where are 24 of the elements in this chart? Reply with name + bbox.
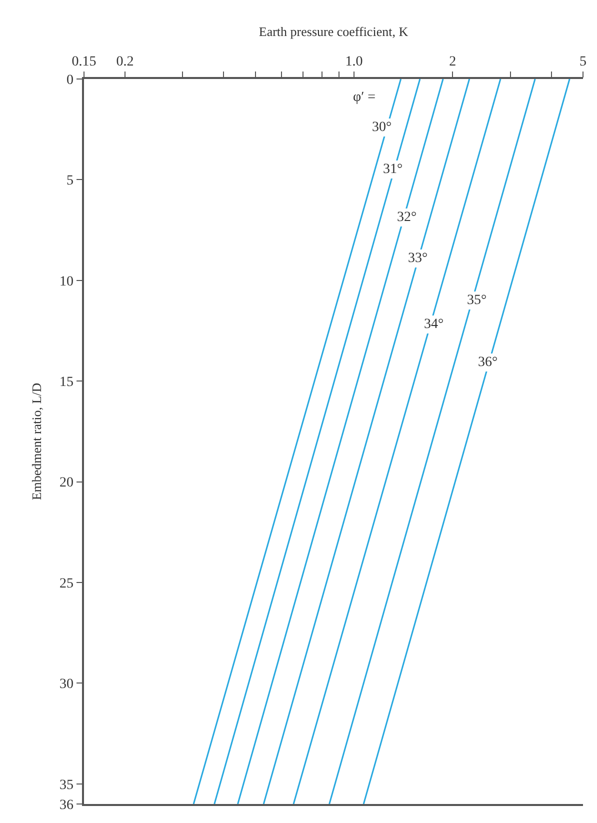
y-tick-label: 0	[66, 72, 74, 88]
y-tick-label: 10	[59, 274, 74, 290]
y-tick-label: 36	[59, 798, 74, 813]
annotation: 34°	[424, 317, 444, 332]
y-tick-label: 15	[59, 374, 74, 390]
y-tick-label: 20	[59, 476, 74, 491]
annotation: 35°	[467, 293, 487, 308]
x-axis-title: Earth pressure coefficient, K	[258, 24, 409, 40]
annotation: 33°	[408, 251, 428, 266]
annotation: φ′ =	[353, 90, 376, 105]
y-tick-label: 30	[59, 677, 74, 692]
annotation: 36°	[478, 355, 498, 370]
annotation: 30°	[372, 120, 392, 135]
annotation: 31°	[383, 162, 403, 177]
x-tick-label: 2	[449, 54, 456, 70]
annotation: 32°	[397, 210, 417, 225]
y-tick-label: 25	[59, 576, 74, 592]
x-tick-label: 0.15	[72, 54, 96, 70]
x-tick-label: 5	[580, 54, 586, 70]
y-tick-label: 5	[66, 174, 74, 189]
y-tick-label: 35	[59, 778, 74, 793]
x-tick-label: 1.0	[345, 54, 363, 70]
y-axis-title: Embedment ratio, L/D	[28, 382, 44, 500]
x-tick-label: 0.2	[116, 54, 134, 70]
